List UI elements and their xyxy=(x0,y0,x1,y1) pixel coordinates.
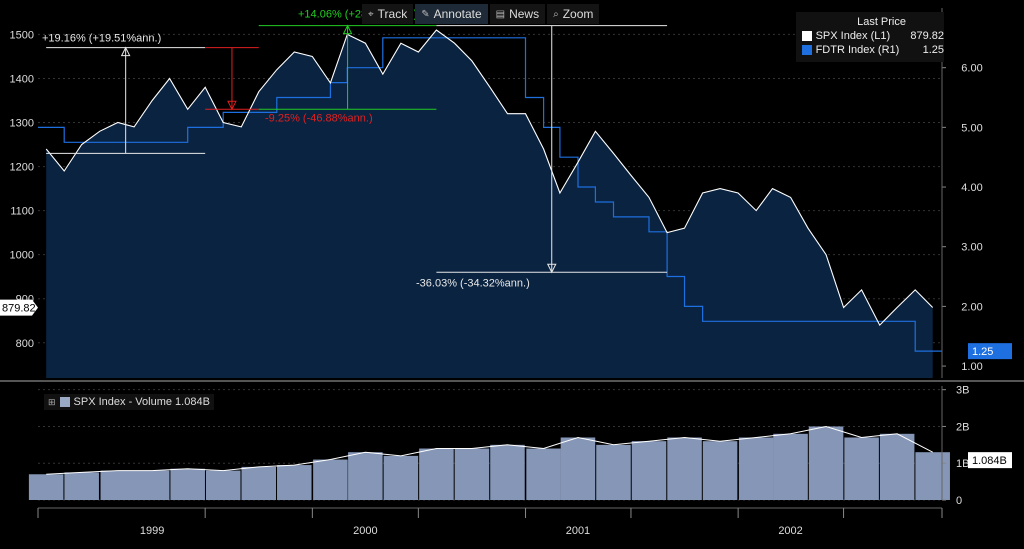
last-value-tags: 879.82 1.25 xyxy=(0,299,1012,360)
zoom-button[interactable]: ⌕ Zoom xyxy=(547,4,600,24)
fdtr-last-tag xyxy=(968,343,1012,360)
volume-legend-label: SPX Index - Volume 1.084B xyxy=(73,396,210,408)
legend-item-name: FDTR Index (R1) xyxy=(815,44,900,56)
volume-bar xyxy=(738,437,774,500)
fdtr-last-value: 1.25 xyxy=(972,346,993,358)
volume-bar xyxy=(134,470,170,500)
legend-item-fdtr[interactable]: FDTR Index (R1) 1.25 xyxy=(796,44,944,56)
volume-bar xyxy=(526,448,561,500)
volume-bar xyxy=(844,437,879,500)
volume-bars xyxy=(28,426,950,500)
left-tick-label: 1200 xyxy=(10,162,34,174)
spx-last-tag xyxy=(0,299,38,316)
volume-bar xyxy=(241,466,277,500)
right-tick-label: 6.00 xyxy=(961,63,982,75)
left-tick-label: 1100 xyxy=(10,206,34,218)
spx-area-fill xyxy=(46,30,933,378)
measurement-annotations: +19.16% (+19.51%ann.) -9.25% (-46.88%ann.… xyxy=(42,9,668,289)
right-tick-label: 1.00 xyxy=(961,361,982,373)
volume-bar xyxy=(277,465,312,500)
annotation-label: -9.25% (-46.88%ann.) xyxy=(265,112,373,124)
legend-item-value: 879.82 xyxy=(910,30,944,42)
volume-bar xyxy=(667,437,702,500)
volume-bar xyxy=(28,474,64,500)
volume-bar xyxy=(419,448,454,500)
spx-last-value: 879.82 xyxy=(2,303,36,315)
time-axis: 1999 2000 2001 2002 xyxy=(37,507,943,537)
pencil-icon: ✎ xyxy=(421,8,430,20)
time-tick-label: 2000 xyxy=(353,525,377,537)
annotation-4: -36.03% (-34.32%ann.) xyxy=(416,25,668,289)
volume-tick-label: 0 xyxy=(956,495,962,507)
volume-axis: 0 1B 2B 3B 1.084B xyxy=(941,385,1012,507)
annotation-arrowhead-icon xyxy=(227,100,237,111)
volume-bar xyxy=(773,433,808,500)
news-icon: ▤ xyxy=(495,8,506,20)
volume-bar xyxy=(808,426,844,500)
right-tick-label: 3.00 xyxy=(961,242,982,254)
volume-bar xyxy=(879,433,915,500)
time-tick-label: 1999 xyxy=(140,525,164,537)
left-tick-label: 800 xyxy=(16,338,34,350)
volume-bar xyxy=(170,468,205,500)
right-tick-label: 4.00 xyxy=(961,182,982,194)
fdtr-line xyxy=(37,37,942,352)
price-legend: Last Price SPX Index (L1) 879.82 FDTR In… xyxy=(796,12,944,62)
fdtr-swatch xyxy=(802,45,812,55)
volume-bar xyxy=(100,470,136,500)
annotation-arrowhead-icon xyxy=(120,46,131,57)
volume-bar xyxy=(915,452,950,500)
volume-swatch xyxy=(59,397,70,407)
volume-bar xyxy=(313,459,348,500)
volume-bar xyxy=(490,444,525,500)
right-axis: 1.00 2.00 3.00 4.00 5.00 6.00 xyxy=(941,8,983,378)
legend-item-spx[interactable]: SPX Index (L1) 879.82 xyxy=(796,30,944,42)
left-axis: 800900100011001200130014001500 xyxy=(10,29,34,349)
left-tick-label: 1000 xyxy=(10,250,34,262)
volume-bar xyxy=(205,470,241,500)
legend-header: Last Price xyxy=(857,16,906,28)
annotation-arrowhead-icon xyxy=(342,24,353,35)
volume-tick-label: 1B xyxy=(956,458,969,470)
volume-bar xyxy=(454,448,490,500)
spx-swatch xyxy=(802,31,812,41)
volume-last-tag xyxy=(968,452,1012,469)
left-tick-label: 1500 xyxy=(10,29,34,41)
time-tick-label: 2001 xyxy=(566,525,590,537)
volume-bar xyxy=(560,437,596,500)
annotation-2: -9.25% (-46.88%ann.) xyxy=(205,47,373,124)
track-button[interactable]: ⌖ Track xyxy=(362,4,414,24)
left-tick-label: 1400 xyxy=(10,73,34,85)
volume-bar xyxy=(631,441,667,500)
volume-legend[interactable]: ⊞ SPX Index - Volume 1.084B xyxy=(44,394,214,410)
annotate-button[interactable]: ✎ Annotate xyxy=(415,4,488,24)
volume-bar xyxy=(383,455,419,500)
right-tick-label: 5.00 xyxy=(961,122,982,134)
crosshair-icon: ⌖ xyxy=(368,8,374,20)
legend-item-value: 1.25 xyxy=(922,44,944,56)
volume-moving-average xyxy=(46,425,933,475)
volume-bar xyxy=(596,444,631,500)
left-tick-label: 1300 xyxy=(10,118,34,130)
spx-line xyxy=(45,29,934,327)
annotation-1: +19.16% (+19.51%ann.) xyxy=(42,33,206,154)
volume-bar xyxy=(64,472,99,500)
volume-bar xyxy=(702,441,738,500)
volume-tick-label: 3B xyxy=(956,385,969,397)
legend-item-name: SPX Index (L1) xyxy=(815,30,891,42)
annotation-label: +19.16% (+19.51%ann.) xyxy=(42,33,161,45)
annotation-arrowhead-icon xyxy=(546,263,557,274)
volume-tick-label: 2B xyxy=(956,421,969,433)
magnifier-icon: ⌕ xyxy=(553,8,559,20)
chart-toolbar: ⌖ Track ✎ Annotate ▤ News ⌕ Zoom xyxy=(362,4,600,24)
volume-bar xyxy=(348,452,383,500)
news-button[interactable]: ▤ News xyxy=(489,4,546,24)
time-tick-label: 2002 xyxy=(778,525,802,537)
volume-last-value: 1.084B xyxy=(972,455,1007,467)
right-tick-label: 2.00 xyxy=(961,301,982,313)
expand-icon[interactable]: ⊞ xyxy=(48,396,56,407)
annotation-label: -36.03% (-34.32%ann.) xyxy=(416,277,530,289)
